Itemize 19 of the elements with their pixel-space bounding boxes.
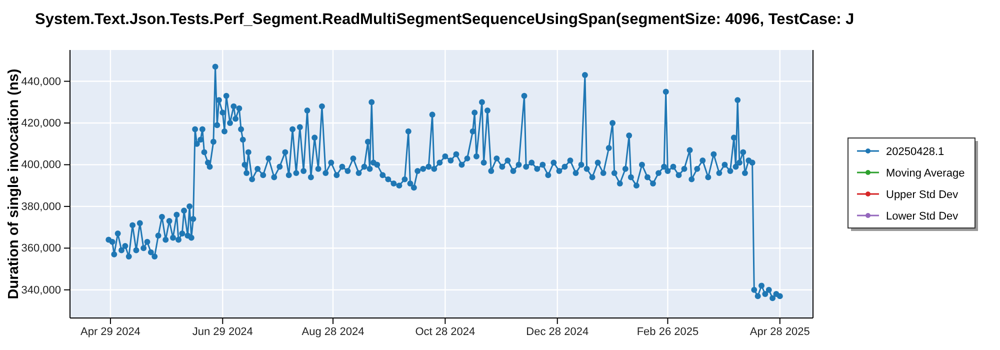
y-tick-label: 380,000 (21, 200, 61, 213)
x-tick-label: Feb 26 2025 (636, 326, 699, 338)
y-axis-title: Duration of single invocation (ns) (6, 68, 22, 300)
y-tick-label: 420,000 (21, 118, 61, 130)
legend-label: 20250428.1 (886, 146, 944, 158)
y-tick-label: 440,000 (21, 76, 61, 88)
x-tick-label: Jun 29 2024 (192, 326, 253, 338)
legend-label: Upper Std Dev (886, 189, 959, 201)
x-tick-label: Dec 28 2024 (526, 326, 589, 338)
legend-label: Lower Std Dev (886, 210, 959, 222)
chart-title: System.Text.Json.Tests.Perf_Segment.ReadMultiSegmentSequenceUsingSpan(segmentSize: 4096, TestCase: J (35, 11, 854, 28)
x-tick-label: Oct 28 2024 (415, 326, 476, 338)
y-tick-label: 360,000 (21, 242, 61, 255)
legend-label: Moving Average (886, 168, 965, 180)
x-tick-label: Apr 28 2025 (750, 326, 810, 338)
y-tick-label: 400,000 (21, 159, 61, 172)
x-tick-label: Aug 28 2024 (302, 326, 364, 338)
y-tick-label: 340,000 (21, 284, 61, 296)
x-tick-label: Apr 29 2024 (80, 326, 140, 338)
